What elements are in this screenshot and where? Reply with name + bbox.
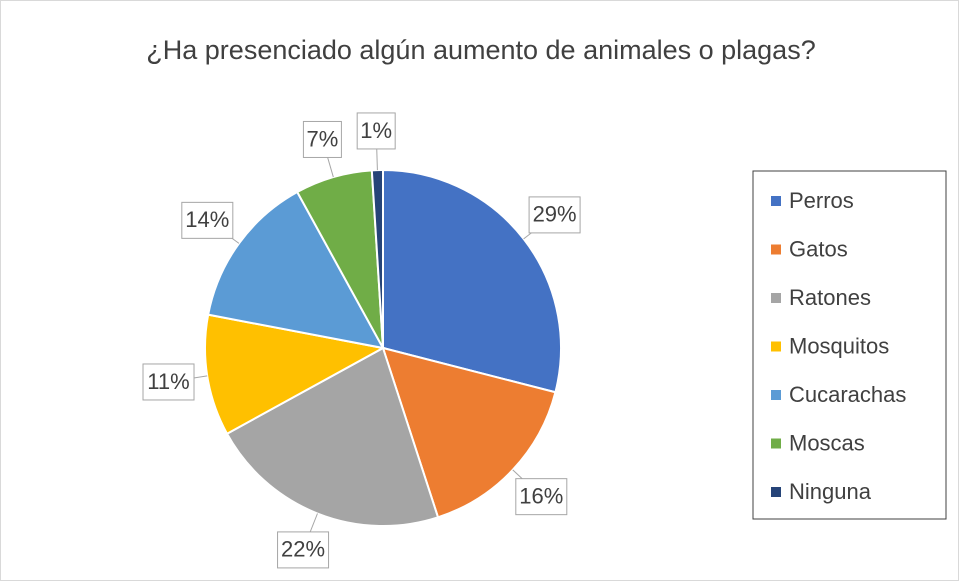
legend-label: Gatos	[789, 236, 848, 261]
legend-label: Ratones	[789, 285, 871, 310]
data-label-box	[528, 196, 581, 234]
legend-swatch	[771, 196, 781, 206]
data-label-box	[302, 120, 342, 158]
legend-box	[752, 170, 947, 520]
data-label-box	[356, 112, 396, 150]
data-label-box	[142, 363, 195, 401]
data-label: 16%	[519, 483, 563, 508]
data-label: 1%	[360, 118, 392, 143]
data-label-box	[277, 531, 330, 569]
chart-title: ¿Ha presenciado algún aumento de animale…	[146, 35, 816, 65]
legend-label: Mosquitos	[789, 333, 889, 358]
pie-slice	[225, 346, 440, 527]
legend-swatch	[771, 487, 781, 497]
legend-label: Cucarachas	[789, 382, 906, 407]
data-label: 11%	[147, 369, 189, 394]
legend-swatch	[771, 293, 781, 303]
legend-swatch	[771, 438, 781, 449]
data-label: 22%	[281, 537, 325, 562]
legend-label: Ninguna	[789, 479, 872, 504]
legend-swatch	[771, 244, 781, 255]
data-label-box	[181, 201, 234, 239]
legend-swatch	[771, 390, 781, 400]
data-label: 14%	[185, 207, 229, 232]
pie-slice	[206, 190, 385, 350]
legend-label: Perros	[789, 188, 854, 213]
data-label-box	[515, 478, 568, 516]
data-label: 7%	[307, 126, 339, 151]
pie-slice	[381, 346, 557, 519]
legend-label: Moscas	[789, 430, 865, 455]
data-label: 29%	[533, 202, 577, 227]
legend-swatch	[771, 341, 781, 352]
